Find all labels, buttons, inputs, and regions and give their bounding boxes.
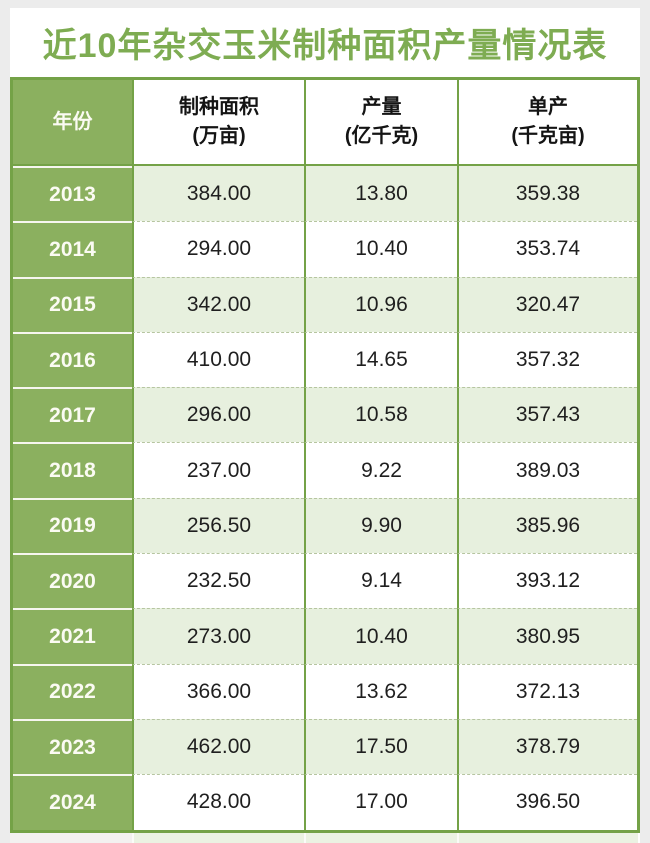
data-table: 年份 制种面积 (万亩) 产量 (亿千克) 单产 (千克亩) 2013 384.… <box>10 77 640 833</box>
unit-yield-cell: 320.47 <box>457 276 637 332</box>
table-row: 2022 366.00 13.62 372.13 <box>13 663 637 719</box>
unit-yield-cell: 359.38 <box>457 166 637 222</box>
yield-cell: 9.90 <box>304 497 457 554</box>
table-row: 2020 232.50 9.14 393.12 <box>13 553 637 609</box>
table-row: 2015 342.00 10.96 320.47 <box>13 276 637 332</box>
area-cell: 232.50 <box>132 553 304 609</box>
area-cell: 342.00 <box>132 276 304 332</box>
area-cell: 256.50 <box>132 497 304 554</box>
year-cell: 2022 <box>13 663 132 719</box>
yield-cell: 10.40 <box>304 608 457 664</box>
unit-yield-cell: 380.95 <box>457 608 637 664</box>
unit-yield-cell: 393.12 <box>457 553 637 609</box>
year-cell: 2015 <box>13 276 132 332</box>
cut-off-cell <box>132 832 304 843</box>
area-cell: 366.00 <box>132 663 304 719</box>
unit-yield-cell: 389.03 <box>457 442 637 498</box>
cut-off-next-row <box>10 832 640 843</box>
col-header-unit-yield-title: 单产 <box>528 96 568 118</box>
year-cell: 2018 <box>13 442 132 498</box>
header-row: 年份 制种面积 (万亩) 产量 (亿千克) 单产 (千克亩) <box>13 80 637 166</box>
col-header-yield-unit: (亿千克) <box>344 125 419 147</box>
yield-cell: 14.65 <box>304 331 457 388</box>
area-cell: 294.00 <box>132 221 304 277</box>
cut-off-cell <box>457 832 638 843</box>
area-cell: 428.00 <box>132 774 304 830</box>
table-row: 2017 296.00 10.58 357.43 <box>13 387 637 443</box>
unit-yield-cell: 353.74 <box>457 221 637 277</box>
year-cell: 2024 <box>13 774 132 830</box>
yield-cell: 13.62 <box>304 663 457 719</box>
yield-cell: 17.00 <box>304 774 457 830</box>
table-row: 2013 384.00 13.80 359.38 <box>13 166 637 222</box>
table-row: 2016 410.00 14.65 357.32 <box>13 331 637 388</box>
yield-cell: 17.50 <box>304 718 457 775</box>
area-cell: 237.00 <box>132 442 304 498</box>
col-header-yield-title: 产量 <box>361 96 402 118</box>
year-cell: 2023 <box>13 718 132 775</box>
col-header-area: 制种面积 (万亩) <box>132 80 304 164</box>
yield-cell: 10.58 <box>304 387 457 443</box>
area-cell: 273.00 <box>132 608 304 664</box>
col-header-area-title: 制种面积 <box>179 96 259 118</box>
col-header-unit-yield: 单产 (千克亩) <box>457 80 637 164</box>
col-header-unit-yield-unit: (千克亩) <box>511 125 585 147</box>
unit-yield-cell: 372.13 <box>457 663 637 719</box>
yield-cell: 10.96 <box>304 276 457 332</box>
year-cell: 2019 <box>13 497 132 554</box>
year-cell: 2020 <box>13 553 132 609</box>
year-cell: 2013 <box>13 166 132 222</box>
table-row: 2024 428.00 17.00 396.50 <box>13 774 637 830</box>
area-cell: 296.00 <box>132 387 304 443</box>
year-cell: 2014 <box>13 221 132 277</box>
table-card: 近10年杂交玉米制种面积产量情况表 年份 制种面积 (万亩) 产量 (亿千克) … <box>10 8 640 843</box>
unit-yield-cell: 357.43 <box>457 387 637 443</box>
table-row: 2021 273.00 10.40 380.95 <box>13 608 637 664</box>
area-cell: 410.00 <box>132 331 304 388</box>
yield-cell: 9.22 <box>304 442 457 498</box>
cut-off-cell <box>10 832 132 843</box>
area-cell: 384.00 <box>132 166 304 222</box>
area-cell: 462.00 <box>132 718 304 775</box>
table-row: 2014 294.00 10.40 353.74 <box>13 221 637 277</box>
table-row: 2019 256.50 9.90 385.96 <box>13 497 637 554</box>
page-title: 近10年杂交玉米制种面积产量情况表 <box>10 8 640 77</box>
table-row: 2023 462.00 17.50 378.79 <box>13 718 637 775</box>
yield-cell: 9.14 <box>304 553 457 609</box>
table-row: 2018 237.00 9.22 389.03 <box>13 442 637 498</box>
unit-yield-cell: 357.32 <box>457 331 637 388</box>
year-cell: 2016 <box>13 331 132 388</box>
yield-cell: 10.40 <box>304 221 457 277</box>
unit-yield-cell: 378.79 <box>457 718 637 775</box>
col-header-yield: 产量 (亿千克) <box>304 80 457 164</box>
yield-cell: 13.80 <box>304 166 457 222</box>
year-cell: 2021 <box>13 608 132 664</box>
unit-yield-cell: 396.50 <box>457 774 637 830</box>
col-header-year: 年份 <box>13 80 132 164</box>
cut-off-cell <box>304 832 457 843</box>
unit-yield-cell: 385.96 <box>457 497 637 554</box>
col-header-area-unit: (万亩) <box>192 125 246 147</box>
year-cell: 2017 <box>13 387 132 443</box>
